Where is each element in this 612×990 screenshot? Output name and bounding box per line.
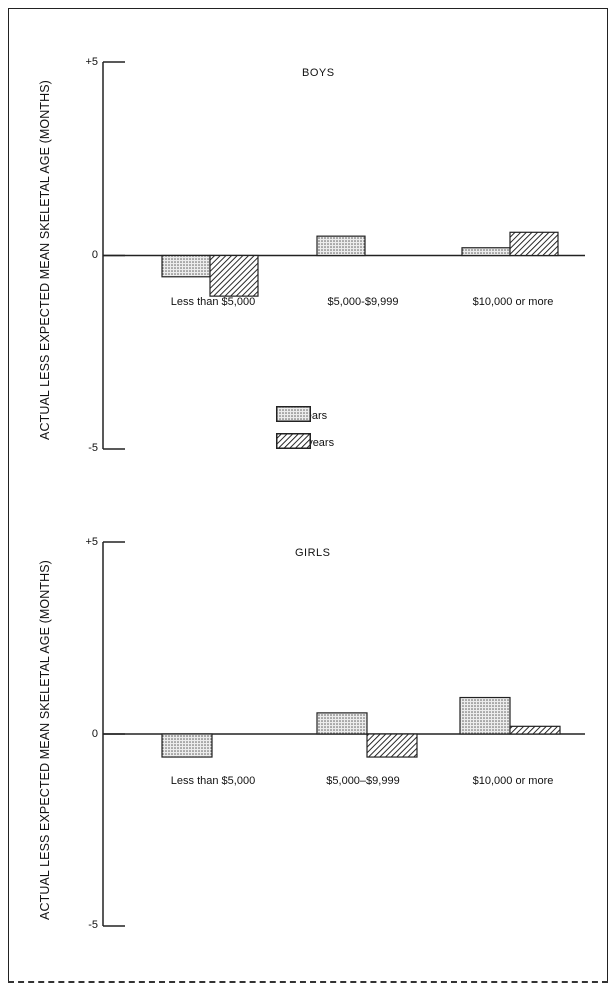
boys-bar-age-6-11-cat-3 [461, 247, 511, 257]
figure-frame [8, 8, 608, 983]
girls-panel-title: GIRLS [295, 547, 331, 559]
boys-y-tick-max: +5 [85, 56, 98, 68]
boys-category-label-2: $5,000-$9,999 [327, 296, 399, 308]
boys-chart-panel: ACTUAL LESS EXPECTED MEAN SKELETAL AGE (… [0, 0, 612, 480]
boys-bar-age-12-17-cat-1 [209, 254, 259, 297]
bottom-rule [8, 981, 608, 983]
boys-bar-age-12-17-cat-3 [509, 231, 559, 257]
legend-entry-12-17: 12-17 years [276, 433, 334, 453]
legend-entry-6-11: 6-11 years [276, 406, 327, 426]
boys-panel-title: BOYS [302, 67, 335, 79]
legend: 6-11 years 12-17 years [276, 406, 436, 460]
girls-chart-panel: ACTUAL LESS EXPECTED MEAN SKELETAL AGE (… [0, 480, 612, 960]
girls-y-tick-zero: 0 [91, 728, 98, 740]
girls-bar-age-6-11-cat-3 [459, 696, 511, 735]
girls-category-label-3: $10,000 or more [472, 775, 554, 787]
girls-bar-age-12-17-cat-2 [366, 733, 418, 758]
girls-bar-age-12-17-cat-3 [509, 725, 561, 735]
boys-y-tick-zero: 0 [91, 249, 98, 261]
girls-bar-age-6-11-cat-2 [316, 712, 368, 735]
girls-y-axis-label: ACTUAL LESS EXPECTED MEAN SKELETAL AGE (… [38, 560, 53, 920]
girls-y-axis-label-wrap: ACTUAL LESS EXPECTED MEAN SKELETAL AGE (… [35, 530, 55, 950]
girls-bar-age-6-11-cat-1 [161, 733, 213, 758]
girls-chart-svg [102, 541, 585, 927]
boys-category-label-1: Less than $5,000 [170, 296, 256, 308]
girls-category-label-1: Less than $5,000 [170, 775, 256, 787]
boys-bar-age-6-11-cat-1 [161, 254, 211, 278]
boys-chart-svg [102, 61, 585, 450]
boys-y-axis-label: ACTUAL LESS EXPECTED MEAN SKELETAL AGE (… [38, 80, 53, 440]
legend-swatch-hatched [276, 433, 311, 449]
legend-swatch-dotted [276, 406, 311, 422]
boys-y-tick-min: -5 [88, 442, 98, 454]
girls-y-tick-min: -5 [88, 919, 98, 931]
boys-y-axis-label-wrap: ACTUAL LESS EXPECTED MEAN SKELETAL AGE (… [35, 50, 55, 470]
boys-bar-age-6-11-cat-2 [316, 235, 366, 257]
boys-category-label-3: $10,000 or more [472, 296, 554, 308]
girls-y-tick-max: +5 [85, 536, 98, 548]
girls-category-label-2: $5,000–$9,999 [326, 775, 400, 787]
